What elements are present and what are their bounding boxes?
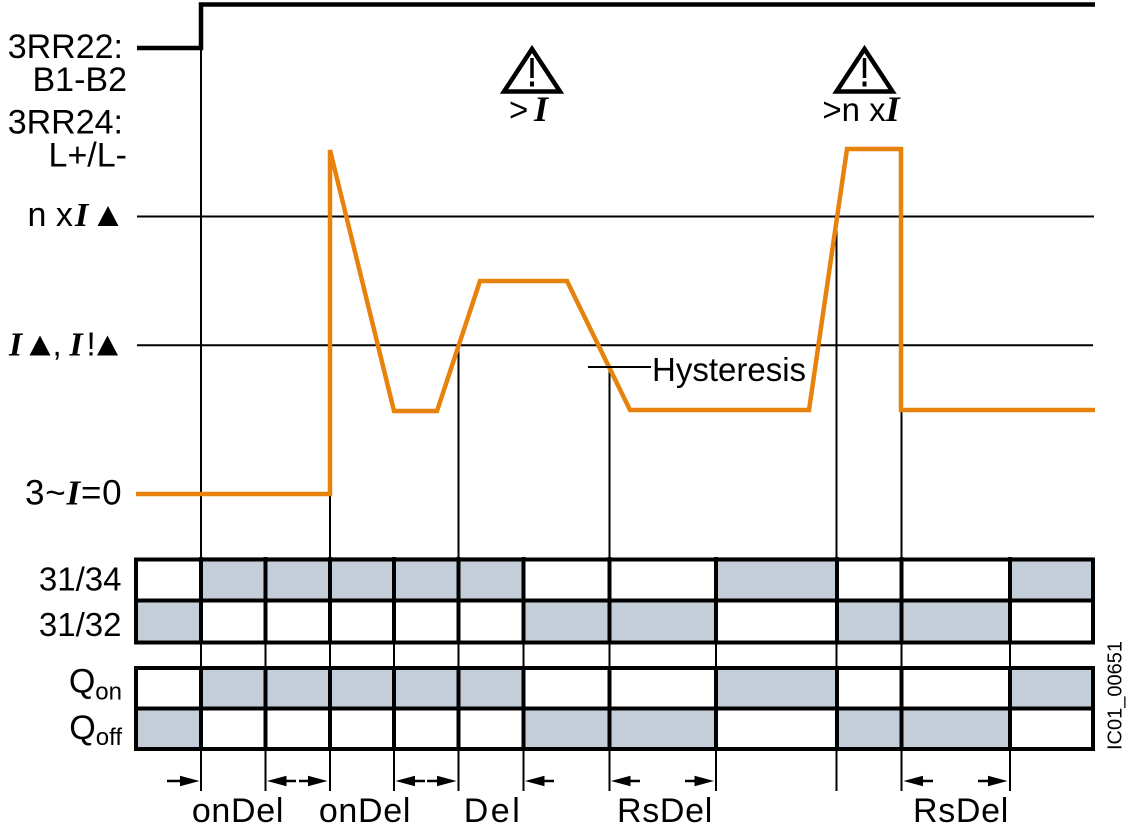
svg-text:Hysteresis: Hysteresis	[652, 351, 806, 388]
svg-text:>n xI: >n xI	[822, 89, 901, 129]
svg-text:IC01_00651: IC01_00651	[1105, 641, 1127, 750]
svg-text:31/32: 31/32	[39, 606, 122, 643]
svg-text:Qoff: Qoff	[69, 709, 122, 751]
svg-text:B1-B2: B1-B2	[33, 61, 128, 99]
svg-text:I: I	[69, 327, 85, 364]
svg-text:RsDel: RsDel	[617, 792, 713, 830]
svg-text:,: ,	[53, 326, 62, 363]
svg-text:3~I=0: 3~I=0	[25, 474, 122, 513]
svg-text:3RR22:: 3RR22:	[8, 28, 123, 66]
svg-text:L+/L-: L+/L-	[49, 137, 127, 175]
svg-text:n x: n x	[28, 196, 73, 234]
svg-text:I: I	[533, 89, 550, 129]
svg-text:onDel: onDel	[319, 792, 411, 830]
svg-text:Del: Del	[464, 792, 523, 830]
svg-text:>: >	[509, 91, 528, 128]
svg-text:!: !	[87, 326, 96, 363]
svg-text:onDel: onDel	[192, 792, 284, 830]
svg-text:31/34: 31/34	[39, 561, 122, 598]
svg-text:I: I	[74, 197, 90, 234]
svg-text:RsDel: RsDel	[913, 792, 1009, 830]
svg-text:Qon: Qon	[69, 663, 122, 706]
svg-text:I: I	[8, 327, 24, 364]
svg-text:3RR24:: 3RR24:	[8, 104, 123, 142]
